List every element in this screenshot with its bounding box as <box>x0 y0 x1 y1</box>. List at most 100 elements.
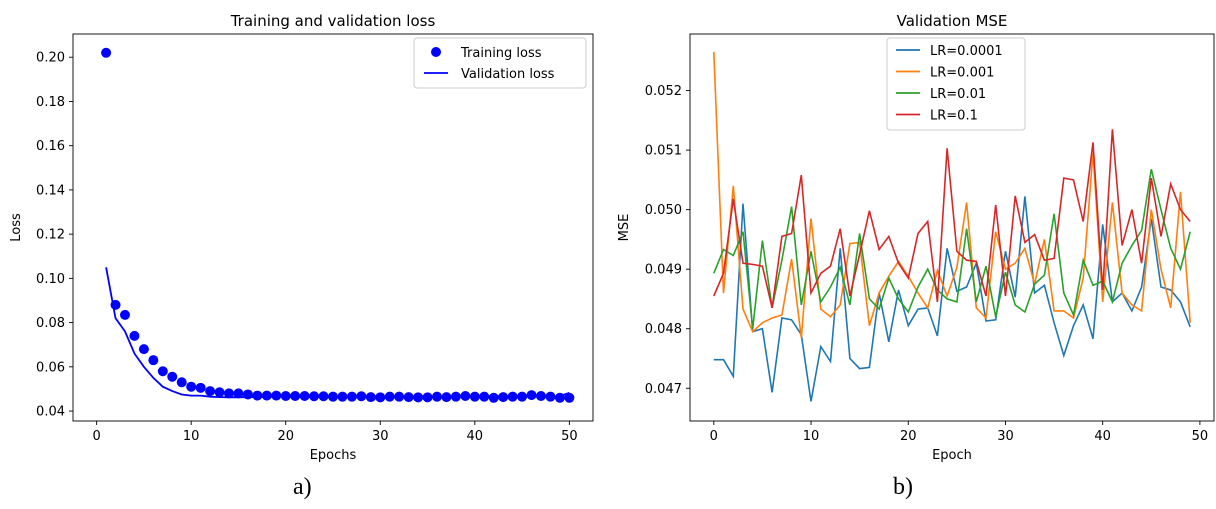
x-tick-label: 10 <box>803 429 820 444</box>
data-point-training-loss <box>309 391 320 402</box>
legend-label-lr-0-01: LR=0.01 <box>930 87 986 102</box>
chart-validation-mse: 0 10 20 30 40 50 0.047 0.048 0.049 0.050 0.051 0.05… <box>617 12 1215 463</box>
y-tick-label: 0.06 <box>36 360 65 375</box>
data-point-training-loss <box>460 391 471 402</box>
y-tick-label: 0.049 <box>645 263 682 278</box>
x-tick-label: 10 <box>183 429 200 444</box>
x-tick-label: 50 <box>1192 429 1209 444</box>
data-point-training-loss <box>205 386 216 397</box>
data-point-training-loss <box>328 391 338 402</box>
data-point-training-loss <box>252 390 263 401</box>
y-tick-label: 0.051 <box>645 144 682 159</box>
data-point-training-loss <box>186 381 197 392</box>
data-point-training-loss <box>469 391 480 402</box>
y-tick-label: 0.048 <box>645 322 682 337</box>
legend-box <box>413 37 587 89</box>
data-point-training-loss <box>526 390 537 401</box>
data-point-training-loss <box>394 391 405 402</box>
data-point-training-loss <box>167 371 178 382</box>
data-point-training-loss <box>148 355 159 366</box>
legend-box <box>886 37 1026 131</box>
y-tick-label: 0.12 <box>36 228 65 243</box>
x-tick-label: 30 <box>372 429 389 444</box>
data-point-training-loss <box>346 391 357 402</box>
data-point-training-loss <box>271 390 282 401</box>
plot-frame <box>689 33 1215 422</box>
chart-training-validation-loss: 0 10 20 30 40 50 0.04 0.06 0.08 0.10 0.12 0.14 0.16 0… <box>9 12 594 463</box>
x-tick-label: 40 <box>467 429 484 444</box>
x-tick-label: 20 <box>277 429 294 444</box>
legend-label-validation-loss: Validation loss <box>461 67 555 82</box>
y-tick-label: 0.050 <box>645 203 682 218</box>
data-point-training-loss <box>290 391 301 402</box>
data-point-training-loss <box>224 388 234 399</box>
series-line-lr-0-1 <box>713 129 1191 309</box>
data-point-training-loss <box>450 391 461 402</box>
data-point-training-loss <box>129 330 140 341</box>
y-tick-label: 0.18 <box>36 95 65 110</box>
legend-label-lr-0-1: LR=0.1 <box>930 109 978 124</box>
x-tick-label: 50 <box>561 429 578 444</box>
legend-label-lr-0-001: LR=0.001 <box>930 66 994 81</box>
y-tick-label: 0.16 <box>36 139 65 154</box>
data-point-training-loss <box>280 391 291 402</box>
data-point-training-loss <box>318 391 329 402</box>
legend-label-training-loss: Training loss <box>460 46 542 61</box>
data-point-training-loss <box>517 391 528 402</box>
data-point-training-loss <box>261 390 272 401</box>
x-tick-label: 30 <box>997 429 1014 444</box>
x-axis-label: Epoch <box>932 448 972 463</box>
data-point-training-loss <box>233 388 244 399</box>
y-tick-label: 0.08 <box>36 316 65 331</box>
legend-marker-training-loss <box>431 47 441 57</box>
x-tick-label: 40 <box>1094 429 1111 444</box>
data-point-training-loss <box>101 47 112 58</box>
data-point-training-loss <box>507 391 518 402</box>
data-point-training-loss <box>176 377 187 388</box>
y-axis-label: Loss <box>9 213 24 242</box>
y-tick-label: 0.047 <box>645 382 682 397</box>
data-point-training-loss <box>536 391 546 402</box>
x-tick-label: 0 <box>92 429 100 444</box>
data-point-training-loss <box>214 387 225 398</box>
y-tick-label: 0.04 <box>36 405 65 420</box>
y-tick-label: 0.052 <box>645 84 682 99</box>
data-point-training-loss <box>564 392 575 403</box>
data-point-training-loss <box>554 392 565 403</box>
data-point-training-loss <box>110 299 121 310</box>
data-point-training-loss <box>375 392 386 403</box>
data-point-training-loss <box>384 391 395 402</box>
data-point-training-loss <box>138 344 149 355</box>
y-tick-label: 0.14 <box>36 183 65 198</box>
data-point-training-loss <box>422 392 433 403</box>
data-point-training-loss <box>337 391 348 402</box>
y-axis-label: MSE <box>617 214 632 242</box>
caption-b: b) <box>893 474 913 500</box>
legend-label-lr-0-0001: LR=0.0001 <box>930 44 1003 59</box>
data-point-training-loss <box>488 392 499 403</box>
data-point-training-loss <box>242 389 253 400</box>
x-axis-label: Epochs <box>310 448 357 463</box>
x-tick-label: 20 <box>900 429 917 444</box>
data-point-training-loss <box>356 391 367 402</box>
caption-a: a) <box>293 474 312 500</box>
data-point-training-loss <box>498 392 509 403</box>
data-point-training-loss <box>299 391 310 402</box>
y-tick-label: 0.10 <box>36 272 65 287</box>
y-tick-label: 0.20 <box>36 51 65 66</box>
data-point-training-loss <box>441 392 452 403</box>
data-point-training-loss <box>432 391 442 402</box>
data-point-training-loss <box>157 366 168 377</box>
data-point-training-loss <box>413 392 424 403</box>
data-point-training-loss <box>403 392 414 403</box>
chart-title: Validation MSE <box>897 12 1008 30</box>
x-tick-label: 0 <box>710 429 718 444</box>
plot-frame <box>72 33 594 422</box>
data-point-training-loss <box>545 391 556 402</box>
series-line-lr-0-0001 <box>713 196 1191 402</box>
data-point-training-loss <box>120 309 130 320</box>
data-point-training-loss <box>479 391 490 402</box>
chart-title: Training and validation loss <box>230 12 436 30</box>
data-point-training-loss <box>195 382 206 393</box>
